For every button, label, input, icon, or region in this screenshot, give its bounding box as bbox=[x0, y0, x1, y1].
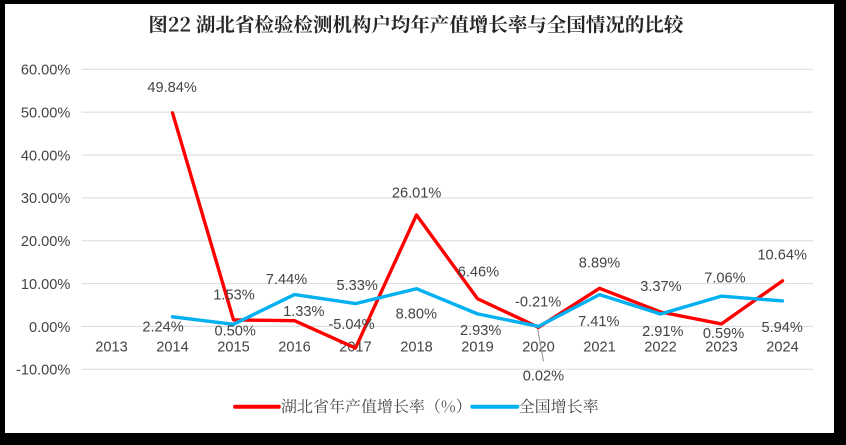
svg-text:0.50%: 0.50% bbox=[215, 324, 256, 340]
svg-text:2.93%: 2.93% bbox=[460, 323, 501, 339]
svg-text:2016: 2016 bbox=[278, 339, 310, 355]
svg-text:50.00%: 50.00% bbox=[21, 106, 71, 122]
svg-text:3.37%: 3.37% bbox=[640, 279, 681, 295]
svg-text:1.33%: 1.33% bbox=[283, 304, 324, 320]
svg-text:8.80%: 8.80% bbox=[396, 306, 437, 322]
svg-text:8.89%: 8.89% bbox=[579, 256, 620, 272]
svg-text:2021: 2021 bbox=[583, 339, 615, 355]
svg-text:10.64%: 10.64% bbox=[757, 248, 807, 264]
svg-text:2.91%: 2.91% bbox=[642, 324, 683, 340]
svg-text:2022: 2022 bbox=[644, 339, 676, 355]
svg-text:2023: 2023 bbox=[705, 339, 737, 355]
svg-text:26.01%: 26.01% bbox=[392, 185, 442, 201]
svg-text:2013: 2013 bbox=[95, 339, 127, 355]
svg-text:2014: 2014 bbox=[156, 339, 188, 355]
svg-text:1.53%: 1.53% bbox=[213, 287, 254, 303]
svg-text:7.41%: 7.41% bbox=[578, 314, 619, 330]
svg-text:2019: 2019 bbox=[461, 339, 493, 355]
svg-text:7.06%: 7.06% bbox=[704, 271, 745, 287]
svg-text:0.02%: 0.02% bbox=[523, 369, 564, 385]
svg-text:49.84%: 49.84% bbox=[147, 80, 197, 96]
svg-text:7.44%: 7.44% bbox=[266, 272, 307, 288]
svg-text:2018: 2018 bbox=[400, 339, 432, 355]
svg-text:0.00%: 0.00% bbox=[29, 320, 70, 336]
svg-text:-0.21%: -0.21% bbox=[515, 294, 561, 310]
svg-text:2015: 2015 bbox=[217, 339, 249, 355]
svg-text:30.00%: 30.00% bbox=[21, 191, 71, 207]
svg-text:-10.00%: -10.00% bbox=[16, 363, 70, 379]
svg-text:5.94%: 5.94% bbox=[762, 320, 803, 336]
svg-text:2.24%: 2.24% bbox=[142, 319, 183, 335]
svg-text:20.00%: 20.00% bbox=[21, 234, 71, 250]
svg-text:10.00%: 10.00% bbox=[21, 277, 71, 293]
svg-text:5.33%: 5.33% bbox=[337, 278, 378, 294]
svg-text:0.59%: 0.59% bbox=[703, 326, 744, 342]
svg-text:40.00%: 40.00% bbox=[21, 148, 71, 164]
svg-text:-5.04%: -5.04% bbox=[328, 317, 374, 333]
svg-text:60.00%: 60.00% bbox=[21, 63, 71, 79]
svg-text:6.46%: 6.46% bbox=[458, 264, 499, 280]
svg-text:2024: 2024 bbox=[766, 339, 798, 355]
svg-text:2020: 2020 bbox=[522, 339, 554, 355]
